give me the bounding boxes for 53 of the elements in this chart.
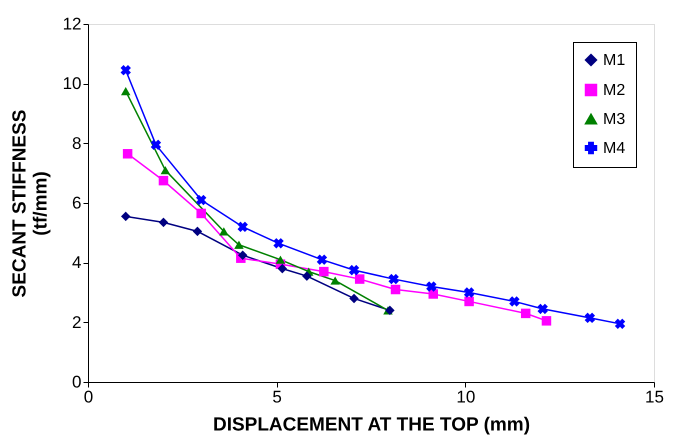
point [316, 254, 328, 265]
x-tick-label: 10 [456, 388, 476, 406]
point [158, 176, 168, 186]
point [278, 264, 288, 274]
point [509, 296, 520, 307]
point [349, 294, 359, 304]
point [192, 226, 202, 236]
point [520, 308, 530, 318]
point [219, 227, 229, 236]
legend-label: M3 [603, 111, 626, 128]
point [464, 287, 474, 298]
point [120, 87, 130, 96]
point [122, 149, 132, 159]
point [120, 65, 131, 76]
point [160, 166, 170, 174]
point [238, 222, 248, 232]
point [158, 218, 168, 228]
y-tick-label: 10 [62, 74, 82, 94]
point [120, 212, 130, 222]
point [584, 312, 596, 324]
point [273, 238, 284, 248]
y-tick-label: 6 [72, 194, 82, 212]
point [542, 316, 552, 326]
point [426, 281, 437, 292]
point [537, 304, 548, 314]
y-tick-label: 8 [72, 134, 82, 153]
point [388, 274, 399, 284]
point [390, 284, 400, 294]
point [348, 264, 360, 276]
point [614, 318, 626, 330]
y-tick-label: 12 [62, 14, 82, 34]
legend-label: M4 [603, 140, 626, 157]
y-tick-label: 2 [72, 312, 82, 332]
point [354, 274, 364, 284]
legend-label: M2 [603, 82, 626, 99]
point [276, 256, 286, 264]
x-tick-label: 0 [84, 388, 94, 406]
point [302, 271, 312, 281]
point [234, 240, 244, 249]
point [150, 140, 162, 150]
x-tick-label: 15 [645, 388, 664, 406]
y-tick-label: 4 [72, 253, 82, 272]
legend-label: M1 [603, 52, 626, 69]
x-axis-title: DISPLACEMENT AT THE TOP (mm) [212, 414, 530, 436]
point [464, 296, 474, 306]
point [330, 276, 340, 285]
point [196, 194, 206, 206]
point [238, 250, 248, 260]
y-tick-label: 0 [72, 372, 82, 392]
y-axis-title: SECANT STIFFNESS (tf/mm) [10, 110, 52, 298]
x-tick-label: 5 [272, 388, 282, 406]
point [196, 208, 206, 218]
point [319, 266, 329, 276]
